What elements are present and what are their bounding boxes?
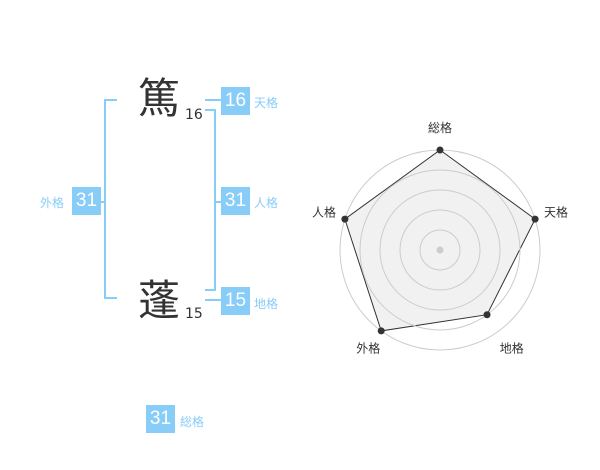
radar-point — [483, 311, 491, 319]
gaikaku-label: 外格 — [40, 196, 65, 210]
radar-point — [341, 215, 349, 223]
radar-axis-label: 人格 — [312, 204, 336, 219]
tenkaku-connector — [205, 99, 221, 101]
radar-point — [436, 146, 444, 154]
name-char-1: 篤 — [138, 74, 181, 123]
radar-axis-label: 総格 — [428, 120, 452, 135]
soukaku-label: 総格 — [180, 415, 205, 429]
gaikaku-connector — [100, 201, 104, 203]
radar-area — [344, 149, 536, 332]
jinkaku-label: 人格 — [254, 196, 279, 210]
tenkaku-label: 天格 — [254, 96, 279, 110]
soukaku-value: 31 — [146, 405, 175, 433]
name-char-2-strokes: 15 — [185, 306, 203, 322]
radar-ring — [399, 209, 481, 291]
jinkaku-bracket-top — [205, 109, 215, 111]
radar-ring — [379, 189, 501, 311]
jinkaku-connector — [216, 201, 221, 203]
radar-axis-label: 地格 — [500, 341, 524, 356]
gaikaku-bracket-bottom — [104, 297, 117, 299]
chikaku-connector — [205, 299, 221, 301]
gaikaku-bracket-top — [104, 99, 117, 101]
radar-point — [531, 215, 539, 223]
radar-center-dot — [436, 246, 444, 254]
jinkaku-bracket — [214, 109, 216, 291]
jinkaku-bracket-bottom — [205, 289, 215, 291]
gaikaku-bracket — [104, 99, 106, 299]
radar-point — [377, 327, 385, 335]
radar-axis-label: 外格 — [356, 341, 380, 356]
radar-ring — [419, 229, 461, 271]
name-char-2: 蓬 — [138, 276, 181, 325]
jinkaku-value: 31 — [221, 187, 250, 215]
gaikaku-value: 31 — [72, 187, 101, 215]
name-char-1-strokes: 16 — [185, 107, 203, 123]
tenkaku-value: 16 — [221, 87, 250, 115]
radar-axis-label: 天格 — [544, 204, 568, 219]
chikaku-value: 15 — [221, 287, 250, 315]
chikaku-label: 地格 — [254, 297, 279, 311]
radar-ring — [359, 169, 521, 331]
